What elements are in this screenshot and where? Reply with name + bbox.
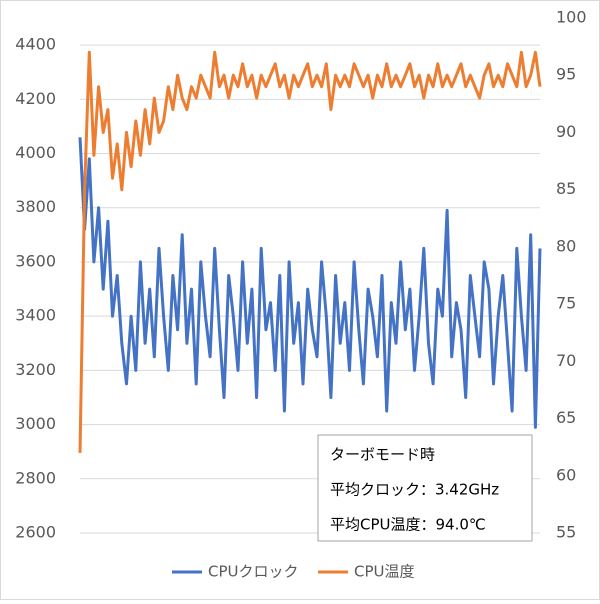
- y2-tick-label: 80: [556, 236, 576, 255]
- y2-tick-label: 55: [556, 523, 576, 542]
- y-tick-label: 2800: [15, 468, 56, 487]
- y2-tick-label: 95: [556, 65, 576, 84]
- annotation-text: 平均クロック：3.42GHz: [330, 481, 499, 499]
- y-tick-label: 3600: [15, 251, 56, 270]
- y-tick-label: 4200: [15, 89, 56, 108]
- annotation-text: ターボモード時: [330, 446, 435, 464]
- annotation-box: [317, 434, 533, 542]
- legend-label: CPUクロック: [208, 563, 299, 581]
- y2-tick-label: 60: [556, 465, 576, 484]
- y2-tick-label: 85: [556, 179, 576, 198]
- y-tick-label: 3400: [15, 306, 56, 325]
- y-tick-label: 4400: [15, 35, 56, 54]
- annotation-text: 平均CPU温度：94.0℃: [330, 516, 486, 534]
- y-tick-label: 3200: [15, 360, 56, 379]
- series-line: [78, 50, 542, 453]
- y-tick-label: 3000: [15, 414, 56, 433]
- y-tick-label: 4000: [15, 143, 56, 162]
- y2-tick-label: 65: [556, 408, 576, 427]
- y-tick-label: 2600: [15, 523, 56, 542]
- y2-tick-label: 75: [556, 294, 576, 313]
- y2-tick-label: 70: [556, 351, 576, 370]
- y2-tick-label: 90: [556, 122, 576, 141]
- legend-label: CPU温度: [354, 563, 415, 581]
- series-line: [78, 137, 542, 429]
- y-tick-label: 3800: [15, 197, 56, 216]
- y2-tick-label: 100: [556, 8, 587, 27]
